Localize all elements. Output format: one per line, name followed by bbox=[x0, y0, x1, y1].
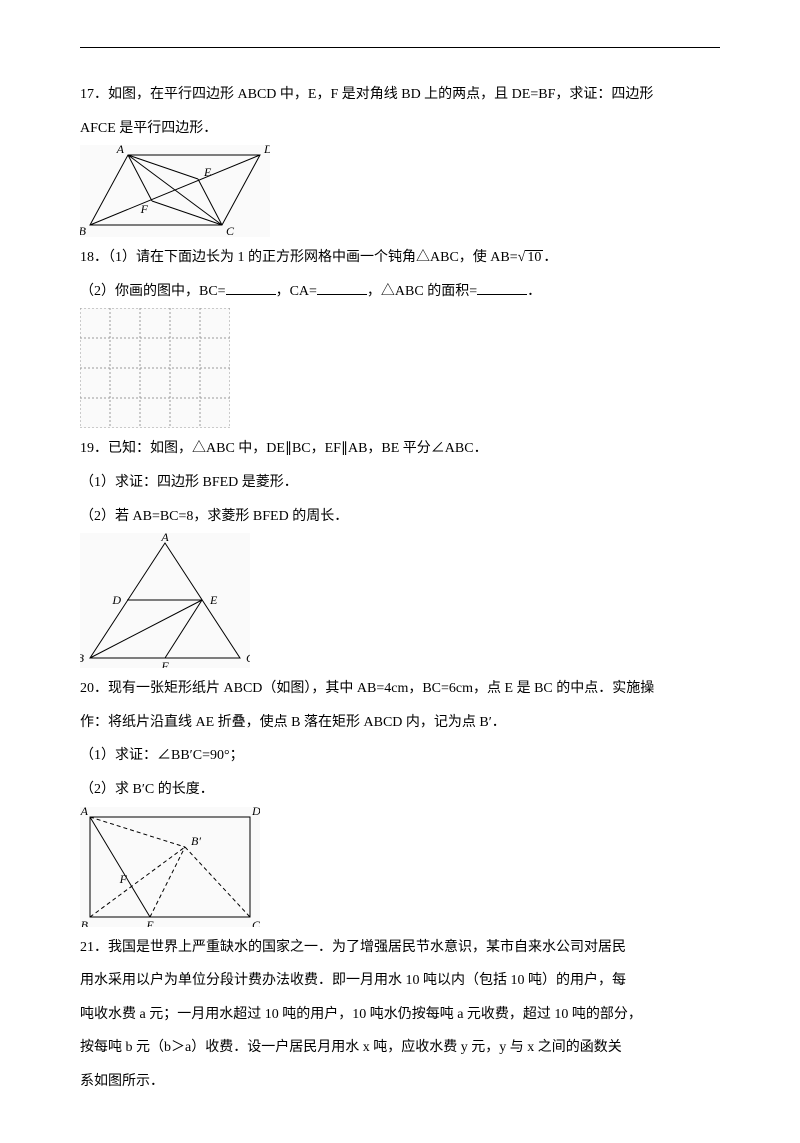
p21-line1: 21．我国是世界上严重缺水的国家之一．为了增强居民节水意识，某市自来水公司对居民 bbox=[80, 931, 720, 965]
problem-19: 19．已知：如图，△ABC 中，DE∥BC，EF∥AB，BE 平分∠ABC． （… bbox=[80, 432, 720, 668]
blank-bc bbox=[226, 280, 276, 295]
svg-text:C: C bbox=[246, 651, 250, 665]
sqrt-symbol: √ bbox=[518, 250, 526, 265]
p20-figure: A D B C E B′ F bbox=[80, 807, 260, 927]
p18-line2-d: ． bbox=[527, 284, 541, 299]
svg-text:F: F bbox=[140, 202, 149, 216]
problem-17: 17．如图，在平行四边形 ABCD 中，E，F 是对角线 BD 上的两点，且 D… bbox=[80, 78, 720, 237]
p19-line3: （2）若 AB=BC=8，求菱形 BFED 的周长． bbox=[80, 500, 720, 534]
svg-text:E: E bbox=[203, 165, 212, 179]
p17-line1: 17．如图，在平行四边形 ABCD 中，E，F 是对角线 BD 上的两点，且 D… bbox=[80, 78, 720, 112]
p18-line2: （2）你画的图中，BC= ，CA= ，△ABC 的面积= ． bbox=[80, 275, 720, 309]
p21-line5: 系如图所示． bbox=[80, 1065, 720, 1099]
p18-line1-pre: 18．（1）请在下面边长为 1 的正方形网格中画一个钝角△ABC，使 AB= bbox=[80, 250, 518, 265]
p18-line1-post: ． bbox=[543, 250, 557, 265]
svg-text:D: D bbox=[263, 145, 270, 156]
p21-line3: 吨收水费 a 元；一月用水超过 10 吨的用户，10 吨水仍按每吨 a 元收费，… bbox=[80, 998, 720, 1032]
svg-text:B: B bbox=[81, 918, 89, 927]
p20-line1: 20．现有一张矩形纸片 ABCD（如图），其中 AB=4cm，BC=6cm，点 … bbox=[80, 672, 720, 706]
p20-line2: 作：将纸片沿直线 AE 折叠，使点 B 落在矩形 ABCD 内，记为点 B′． bbox=[80, 706, 720, 740]
svg-text:D: D bbox=[111, 593, 121, 607]
svg-text:F: F bbox=[160, 659, 169, 668]
p18-grid bbox=[80, 308, 230, 428]
p21-line2: 用水采用以户为单位分段计费办法收费．即一月用水 10 吨以内（包括 10 吨）的… bbox=[80, 964, 720, 998]
p17-figure: A D B C E F bbox=[80, 145, 270, 237]
p18-line1: 18．（1）请在下面边长为 1 的正方形网格中画一个钝角△ABC，使 AB=√1… bbox=[80, 241, 720, 275]
svg-text:B: B bbox=[80, 224, 87, 237]
problem-21: 21．我国是世界上严重缺水的国家之一．为了增强居民节水意识，某市自来水公司对居民… bbox=[80, 931, 720, 1099]
svg-text:A: A bbox=[160, 533, 169, 544]
p19-line1: 19．已知：如图，△ABC 中，DE∥BC，EF∥AB，BE 平分∠ABC． bbox=[80, 432, 720, 466]
p18-sqrt-radicand: 10 bbox=[525, 250, 543, 265]
svg-text:C: C bbox=[226, 224, 235, 237]
svg-text:B′: B′ bbox=[191, 834, 201, 848]
p20-line3: （1）求证：∠BB′C=90°； bbox=[80, 739, 720, 773]
svg-text:E: E bbox=[209, 593, 218, 607]
svg-text:A: A bbox=[80, 807, 89, 818]
p17-line2: AFCE 是平行四边形． bbox=[80, 112, 720, 146]
top-rule bbox=[80, 47, 720, 48]
p19-figure: A B C D E F bbox=[80, 533, 250, 668]
p20-line4: （2）求 B′C 的长度． bbox=[80, 773, 720, 807]
svg-text:D: D bbox=[251, 807, 260, 818]
svg-text:B: B bbox=[80, 651, 85, 665]
problem-20: 20．现有一张矩形纸片 ABCD（如图），其中 AB=4cm，BC=6cm，点 … bbox=[80, 672, 720, 926]
p21-line4: 按每吨 b 元（b＞a）收费．设一户居民月用水 x 吨，应收水费 y 元，y 与… bbox=[80, 1031, 720, 1065]
p19-line2: （1）求证：四边形 BFED 是菱形． bbox=[80, 466, 720, 500]
svg-text:F: F bbox=[119, 872, 128, 886]
svg-text:C: C bbox=[252, 918, 260, 927]
problem-18: 18．（1）请在下面边长为 1 的正方形网格中画一个钝角△ABC，使 AB=√1… bbox=[80, 241, 720, 428]
p18-line2-a: （2）你画的图中，BC= bbox=[80, 284, 226, 299]
p18-line2-b: ，CA= bbox=[276, 284, 317, 299]
p18-line2-c: ，△ABC 的面积= bbox=[367, 284, 477, 299]
svg-text:A: A bbox=[116, 145, 125, 156]
blank-ca bbox=[317, 280, 367, 295]
svg-text:E: E bbox=[145, 918, 154, 927]
blank-area bbox=[477, 280, 527, 295]
